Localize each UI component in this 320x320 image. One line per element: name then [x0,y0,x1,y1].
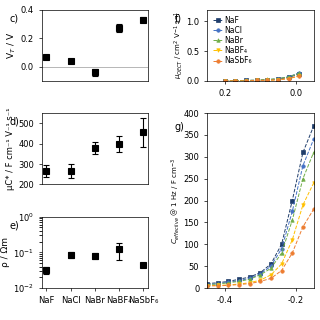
Text: c): c) [10,13,19,23]
Y-axis label: ρ / Ωm: ρ / Ωm [1,237,10,267]
Text: e): e) [10,220,19,230]
Y-axis label: V$_T$ / V: V$_T$ / V [5,32,18,59]
Text: g): g) [175,122,185,132]
Text: d): d) [10,117,20,127]
Text: f): f) [175,13,182,23]
Y-axis label: μC* / F cm⁻¹ V⁻¹ s⁻¹: μC* / F cm⁻¹ V⁻¹ s⁻¹ [6,108,15,190]
Y-axis label: $C_{effective}$ @ 1 Hz / F cm$^{-3}$: $C_{effective}$ @ 1 Hz / F cm$^{-3}$ [170,157,182,244]
Y-axis label: $\mu_{OECT}$ / cm$^2$ V$^{-1}$ s$^{-1}$: $\mu_{OECT}$ / cm$^2$ V$^{-1}$ s$^{-1}$ [172,11,185,79]
Legend: NaF, NaCl, NaBr, NaBF₄, NaSbF₆: NaF, NaCl, NaBr, NaBF₄, NaSbF₆ [211,13,254,68]
